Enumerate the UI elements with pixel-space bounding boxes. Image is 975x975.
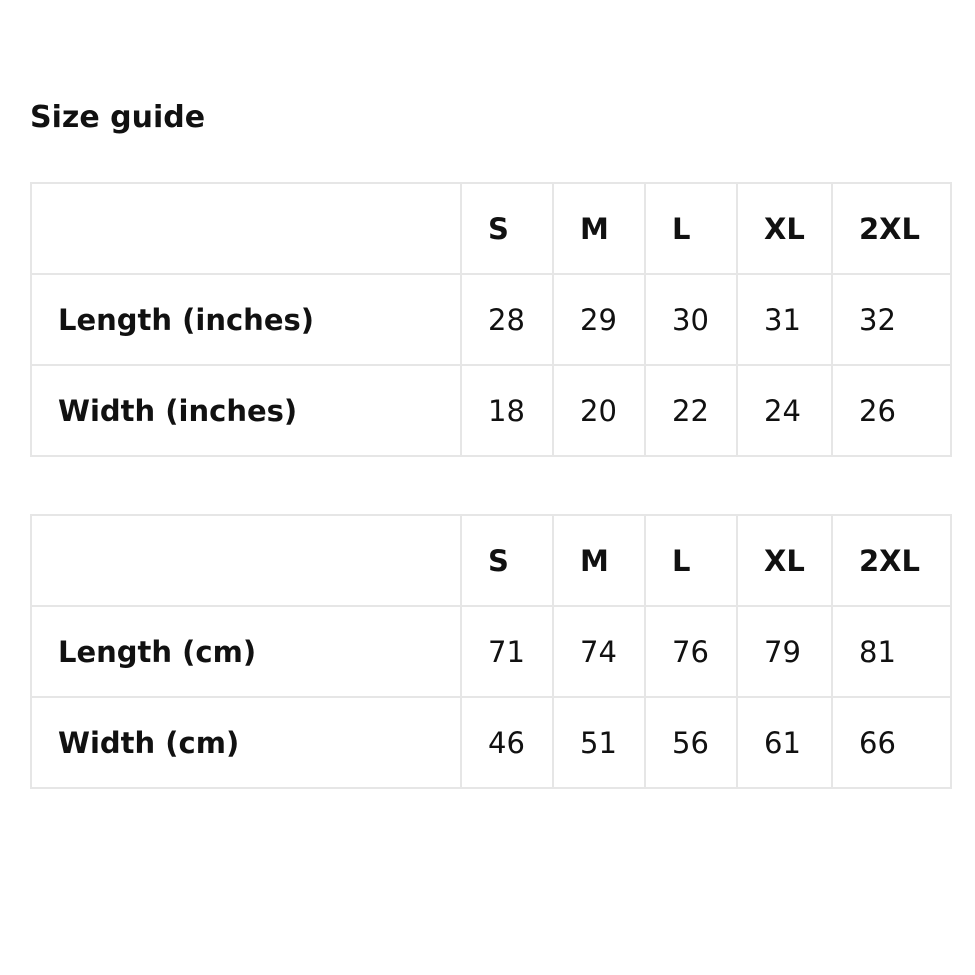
size-header-cell: XL	[736, 182, 833, 275]
row-label: Width (cm)	[30, 696, 462, 789]
size-header-cell: XL	[736, 514, 833, 607]
page-title: Size guide	[30, 100, 206, 135]
header-row: S M L XL 2XL	[30, 514, 952, 607]
measurement-cell: 51	[552, 696, 646, 789]
measurement-cell: 81	[831, 605, 952, 698]
header-corner-cell	[30, 182, 462, 275]
size-header-cell: S	[460, 514, 554, 607]
measurement-cell: 22	[644, 364, 738, 457]
size-header-cell: L	[644, 514, 738, 607]
table-row: Width (cm) 46 51 56 61 66	[30, 696, 952, 789]
measurement-cell: 30	[644, 273, 738, 366]
measurement-cell: 66	[831, 696, 952, 789]
measurement-cell: 24	[736, 364, 833, 457]
size-header-cell: 2XL	[831, 182, 952, 275]
measurement-cell: 29	[552, 273, 646, 366]
table-row: Length (cm) 71 74 76 79 81	[30, 605, 952, 698]
table-row: Width (inches) 18 20 22 24 26	[30, 364, 952, 457]
measurement-cell: 71	[460, 605, 554, 698]
measurement-cell: 18	[460, 364, 554, 457]
measurement-cell: 26	[831, 364, 952, 457]
measurement-cell: 74	[552, 605, 646, 698]
measurement-cell: 46	[460, 696, 554, 789]
header-row: S M L XL 2XL	[30, 182, 952, 275]
measurement-cell: 79	[736, 605, 833, 698]
row-label: Width (inches)	[30, 364, 462, 457]
size-table-cm: S M L XL 2XL Length (cm) 71 74 76 79 81 Width (cm) 4…	[30, 514, 952, 789]
size-table-inches: S M L XL 2XL Length (inches) 28 29 30 31 32 Width (…	[30, 182, 952, 457]
measurement-cell: 20	[552, 364, 646, 457]
size-header-cell: 2XL	[831, 514, 952, 607]
measurement-cell: 61	[736, 696, 833, 789]
table-row: Length (inches) 28 29 30 31 32	[30, 273, 952, 366]
row-label: Length (inches)	[30, 273, 462, 366]
size-header-cell: L	[644, 182, 738, 275]
size-header-cell: M	[552, 182, 646, 275]
measurement-cell: 28	[460, 273, 554, 366]
measurement-cell: 76	[644, 605, 738, 698]
measurement-cell: 56	[644, 696, 738, 789]
measurement-cell: 31	[736, 273, 833, 366]
size-header-cell: S	[460, 182, 554, 275]
row-label: Length (cm)	[30, 605, 462, 698]
size-header-cell: M	[552, 514, 646, 607]
measurement-cell: 32	[831, 273, 952, 366]
header-corner-cell	[30, 514, 462, 607]
